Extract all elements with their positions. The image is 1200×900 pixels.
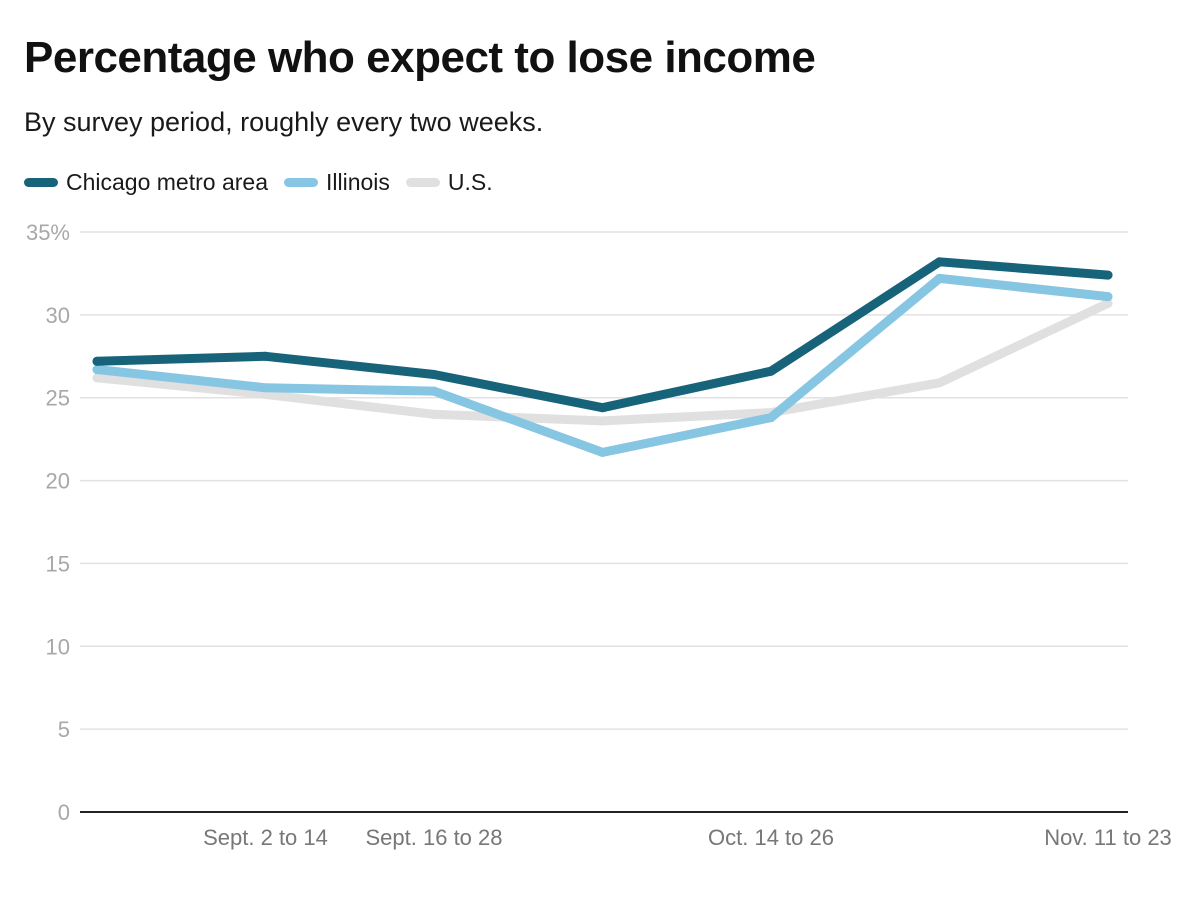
legend-label-illinois: Illinois [326, 169, 390, 195]
legend-label-us: U.S. [447, 169, 493, 195]
y-tick-label-5: 5 [58, 717, 70, 742]
data-point-u-s-3 [598, 416, 607, 426]
legend-swatch-illinois [284, 177, 318, 187]
chart-legend: Chicago metro area Illinois U.S. [24, 166, 509, 198]
x-tick-label-1: Sept. 2 to 14 [203, 825, 328, 850]
data-point-u-s-5 [935, 378, 944, 388]
data-point-illinois-2 [429, 386, 439, 396]
data-point-chicago-metro-area-2 [429, 370, 439, 380]
legend-item-us: U.S. [405, 166, 493, 198]
data-point-chicago-metro-area-1 [261, 351, 270, 361]
y-tick-label-15: 15 [46, 551, 70, 576]
legend-swatch-us [405, 177, 440, 187]
data-point-chicago-metro-area-4 [766, 366, 776, 376]
legend-item-illinois: Illinois [284, 166, 390, 198]
x-tick-label-4: Oct. 14 to 26 [708, 825, 834, 850]
y-tick-label-35: 35% [26, 220, 70, 245]
data-point-u-s-2 [429, 409, 439, 419]
data-point-chicago-metro-area-5 [935, 257, 944, 267]
y-tick-label-20: 20 [46, 469, 70, 494]
data-point-illinois-5 [935, 273, 944, 283]
data-point-illinois-6 [1103, 292, 1113, 302]
data-point-chicago-metro-area-3 [598, 403, 607, 413]
x-tick-label-6: Nov. 11 to 23 [1044, 825, 1172, 850]
data-point-u-s-6 [1103, 298, 1113, 308]
x-tick-label-2: Sept. 16 to 28 [366, 825, 503, 850]
y-tick-label-10: 10 [46, 634, 70, 659]
data-point-u-s-0 [92, 373, 102, 383]
data-point-illinois-4 [766, 413, 776, 423]
legend-item-chicago: Chicago metro area [24, 166, 268, 198]
chart-subtitle: By survey period, roughly every two week… [24, 107, 544, 137]
legend-swatch-chicago [24, 177, 58, 187]
data-point-chicago-metro-area-0 [92, 356, 102, 366]
data-point-illinois-0 [92, 365, 102, 375]
y-tick-label-0: 0 [58, 800, 70, 825]
chart-title: Percentage who expect to lose income [24, 33, 816, 82]
data-point-chicago-metro-area-6 [1103, 270, 1113, 280]
y-tick-label-25: 25 [46, 386, 70, 411]
y-tick-label-30: 30 [46, 303, 70, 328]
data-point-illinois-1 [261, 383, 270, 393]
legend-label-chicago: Chicago metro area [66, 169, 268, 195]
series-line-illinois [92, 273, 1113, 457]
data-point-illinois-3 [598, 447, 607, 457]
